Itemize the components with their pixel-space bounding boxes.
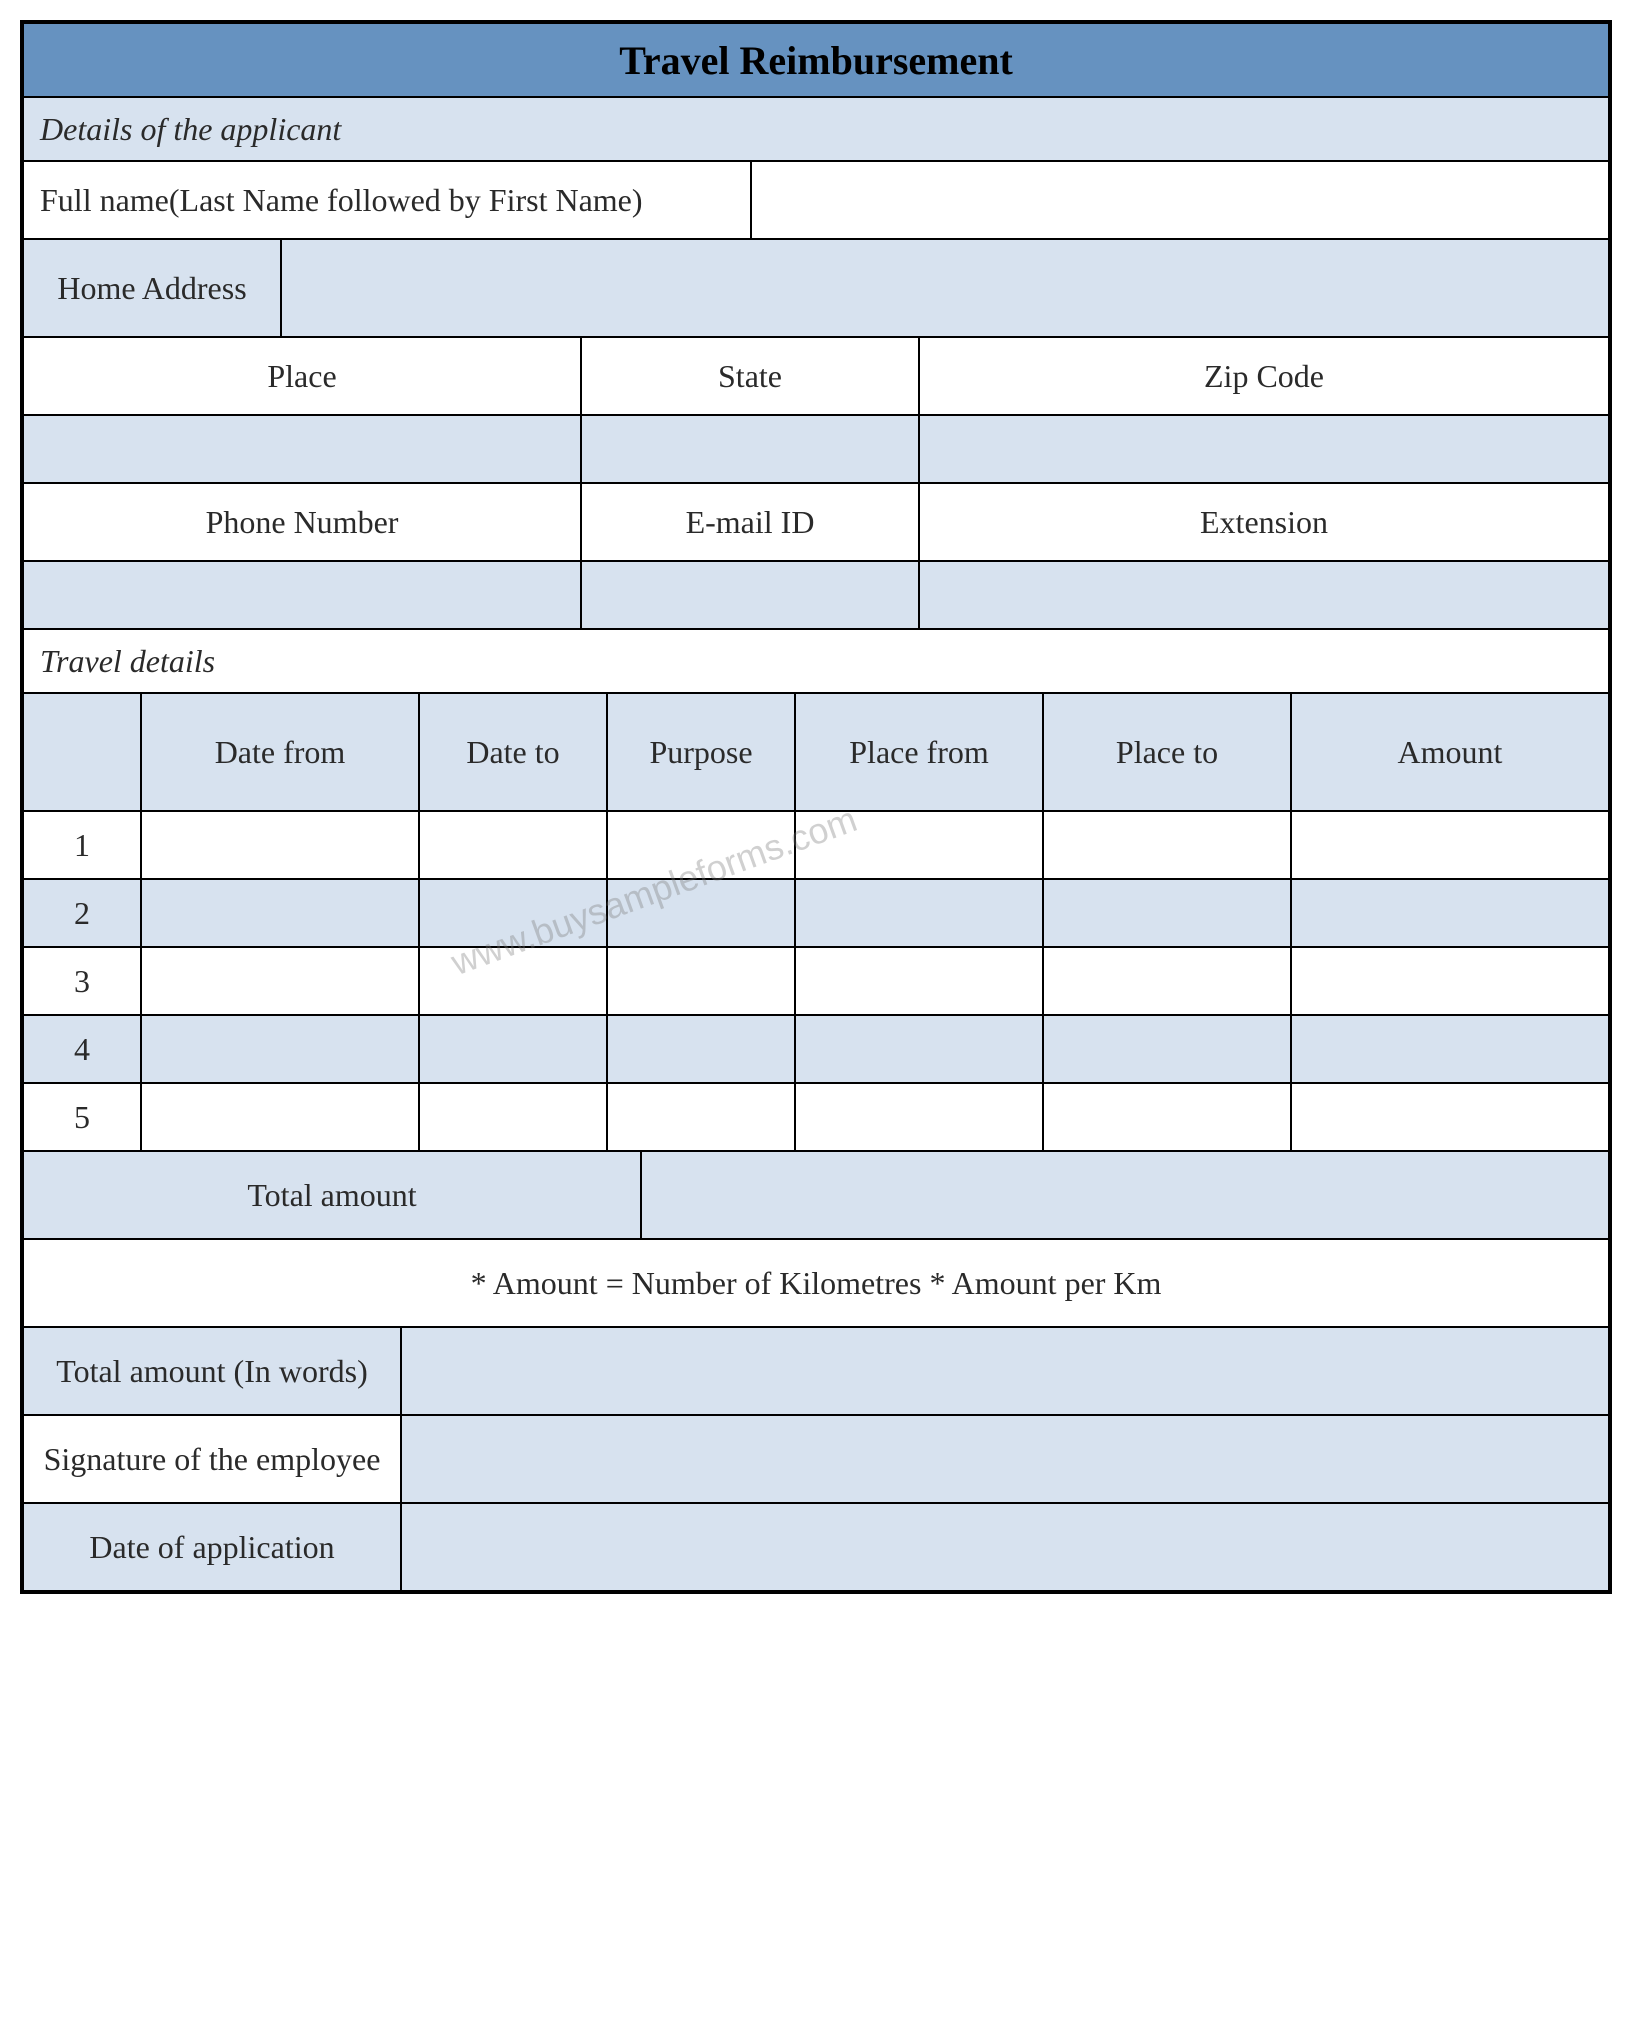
place-input[interactable] <box>22 414 582 484</box>
section-applicant-header: Details of the applicant <box>22 96 1610 162</box>
date-to-input[interactable] <box>418 1082 608 1152</box>
signature-label: Signature of the employee <box>22 1414 402 1504</box>
table-row: 1 <box>23 811 1609 879</box>
state-label: State <box>580 336 920 416</box>
form-title: Travel Reimbursement <box>22 22 1610 98</box>
amount-input[interactable] <box>1290 946 1610 1016</box>
amount-input[interactable] <box>1290 1082 1610 1152</box>
row-num: 5 <box>22 1082 142 1152</box>
place-to-input[interactable] <box>1042 1014 1292 1084</box>
place-from-input[interactable] <box>794 946 1044 1016</box>
row-num: 3 <box>22 946 142 1016</box>
col-date-to: Date to <box>418 692 608 812</box>
ext-label: Extension <box>918 482 1610 562</box>
place-to-input[interactable] <box>1042 1082 1292 1152</box>
date-to-input[interactable] <box>418 946 608 1016</box>
purpose-input[interactable] <box>606 1014 796 1084</box>
table-row: 4 <box>23 1015 1609 1083</box>
travel-reimbursement-form: Travel Reimbursement Details of the appl… <box>20 20 1612 1594</box>
row-num: 4 <box>22 1014 142 1084</box>
place-to-input[interactable] <box>1042 810 1292 880</box>
col-amount: Amount <box>1290 692 1610 812</box>
full-name-label: Full name(Last Name followed by First Na… <box>22 160 752 240</box>
place-from-input[interactable] <box>794 1014 1044 1084</box>
email-label: E-mail ID <box>580 482 920 562</box>
total-amount-input[interactable] <box>640 1150 1610 1240</box>
table-row: 3 <box>23 947 1609 1015</box>
place-from-input[interactable] <box>794 810 1044 880</box>
place-to-input[interactable] <box>1042 946 1292 1016</box>
table-row: 2 <box>23 879 1609 947</box>
state-input[interactable] <box>580 414 920 484</box>
purpose-input[interactable] <box>606 946 796 1016</box>
phone-input[interactable] <box>22 560 582 630</box>
place-from-input[interactable] <box>794 1082 1044 1152</box>
date-from-input[interactable] <box>140 810 420 880</box>
col-num <box>22 692 142 812</box>
signature-input[interactable] <box>400 1414 1610 1504</box>
date-application-input[interactable] <box>400 1502 1610 1592</box>
total-words-input[interactable] <box>400 1326 1610 1416</box>
row-num: 1 <box>22 810 142 880</box>
phone-label: Phone Number <box>22 482 582 562</box>
home-address-input[interactable] <box>280 238 1610 338</box>
col-purpose: Purpose <box>606 692 796 812</box>
zip-input[interactable] <box>918 414 1610 484</box>
amount-input[interactable] <box>1290 1014 1610 1084</box>
section-travel-header: Travel details <box>22 628 1610 694</box>
date-to-input[interactable] <box>418 1014 608 1084</box>
total-words-label: Total amount (In words) <box>22 1326 402 1416</box>
date-application-label: Date of application <box>22 1502 402 1592</box>
full-name-input[interactable] <box>750 160 1610 240</box>
home-address-label: Home Address <box>22 238 282 338</box>
purpose-input[interactable] <box>606 1082 796 1152</box>
date-from-input[interactable] <box>140 946 420 1016</box>
zip-label: Zip Code <box>918 336 1610 416</box>
total-amount-label: Total amount <box>22 1150 642 1240</box>
date-to-input[interactable] <box>418 878 608 948</box>
place-label: Place <box>22 336 582 416</box>
place-from-input[interactable] <box>794 878 1044 948</box>
amount-input[interactable] <box>1290 810 1610 880</box>
email-input[interactable] <box>580 560 920 630</box>
col-place-to: Place to <box>1042 692 1292 812</box>
place-to-input[interactable] <box>1042 878 1292 948</box>
amount-input[interactable] <box>1290 878 1610 948</box>
table-row: 5 <box>23 1083 1609 1151</box>
row-num: 2 <box>22 878 142 948</box>
date-from-input[interactable] <box>140 1082 420 1152</box>
purpose-input[interactable] <box>606 878 796 948</box>
ext-input[interactable] <box>918 560 1610 630</box>
date-from-input[interactable] <box>140 1014 420 1084</box>
purpose-input[interactable] <box>606 810 796 880</box>
travel-table-header: Date from Date to Purpose Place from Pla… <box>23 693 1609 811</box>
date-to-input[interactable] <box>418 810 608 880</box>
col-date-from: Date from <box>140 692 420 812</box>
amount-formula-note: * Amount = Number of Kilometres * Amount… <box>22 1238 1610 1328</box>
col-place-from: Place from <box>794 692 1044 812</box>
date-from-input[interactable] <box>140 878 420 948</box>
